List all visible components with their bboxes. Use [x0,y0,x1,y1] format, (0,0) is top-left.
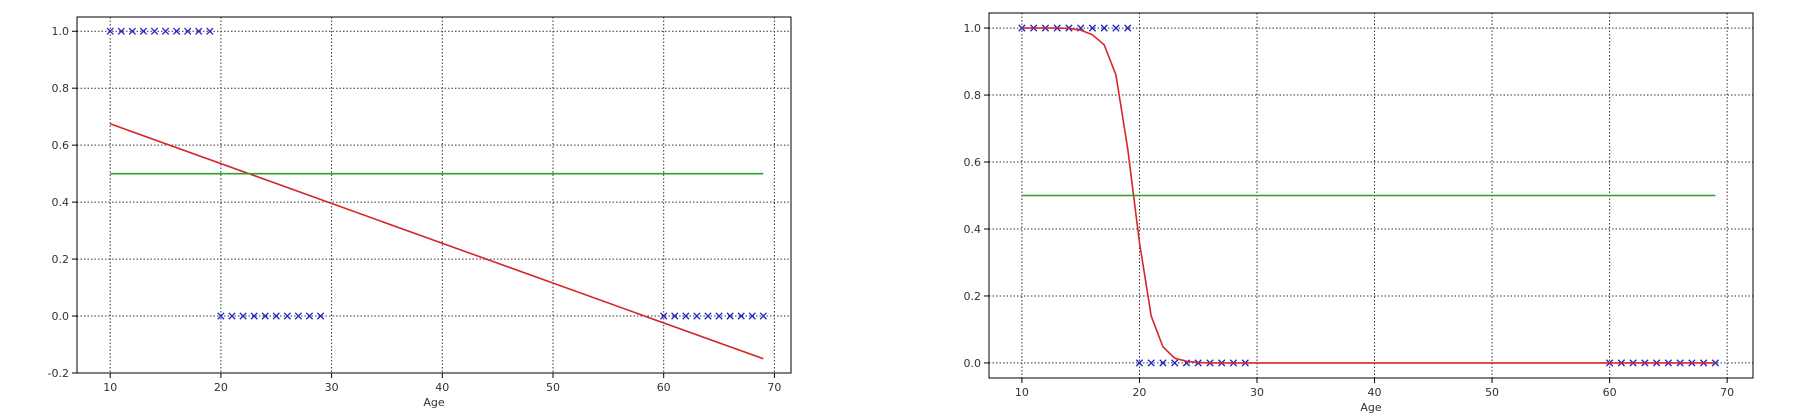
data-point [1171,359,1179,367]
data-point [217,312,225,320]
data-point [184,27,192,35]
data-point [305,312,314,320]
y-tick-label: 0.8 [964,89,982,102]
data-point [671,312,679,320]
data-point [1135,359,1144,367]
x-tick-label: 70 [1720,386,1734,399]
data-point [759,312,767,320]
chart-left: 10 20 30 40 50 60 70 -0.2 0.0 0.2 0.4 0.6 0.8 1.0 Age [48,16,792,409]
fit-curve [1021,27,1716,364]
y-tick-label: -0.2 [48,367,69,380]
x-tick-label: 50 [546,381,560,394]
axes-frame [988,12,1754,379]
data-point [294,312,303,320]
x-axis-label: Age [423,396,445,409]
y-tick-label: 1.0 [964,22,982,35]
y-tick-label: 0.6 [52,139,70,152]
data-point [128,27,137,35]
x-tick-label: 20 [214,381,228,394]
data-point [682,312,690,320]
data-point [139,27,148,35]
x-tick-label: 60 [657,381,671,394]
x-tick-label: 40 [435,381,449,394]
data-point [172,27,181,35]
data-point [704,312,712,320]
data-point [1100,24,1108,32]
data-point [150,27,159,35]
data-point [261,312,269,320]
data-point [316,312,325,320]
data-point [283,312,291,320]
data-point [748,312,756,320]
x-tick-label: 50 [1485,386,1499,399]
y-tick-label: 1.0 [52,25,70,38]
data-point [239,312,247,320]
x-axis-label: Age [1360,401,1382,414]
data-point [1147,359,1155,367]
data-point [106,27,114,35]
data-point [737,312,745,320]
x-tick-label: 30 [325,381,339,394]
data-point [1088,24,1097,32]
data-point [161,27,170,35]
y-tick-label: 0.2 [52,253,70,266]
x-tick-label: 60 [1603,386,1617,399]
data-point [1124,24,1132,32]
x-tick-label: 40 [1368,386,1382,399]
x-tick-label: 10 [103,381,117,394]
y-tick-label: 0.4 [52,196,70,209]
data-point [726,312,734,320]
y-tick-label: 0.0 [964,357,982,370]
data-point [206,27,214,35]
fit-curve [109,123,764,360]
data-point [660,312,668,320]
chart-right: 10 20 30 40 50 60 70 0.0 0.2 0.4 0.6 0.8 1.0 Age [964,12,1754,414]
axes-frame [76,16,792,374]
data-point [228,312,236,320]
data-point [272,312,280,320]
x-tick-label: 20 [1132,386,1146,399]
data-point [693,312,701,320]
x-tick-label: 10 [1015,386,1029,399]
data-point [1159,359,1167,367]
y-tick-label: 0.0 [52,310,70,323]
x-tick-label: 70 [767,381,781,394]
data-point [195,27,203,35]
data-point [715,312,723,320]
y-tick-label: 0.4 [964,223,982,236]
x-tick-label: 30 [1250,386,1264,399]
y-tick-label: 0.2 [964,290,982,303]
data-point [1112,24,1120,32]
data-point [250,312,258,320]
y-tick-label: 0.6 [964,156,982,169]
y-tick-label: 0.8 [52,82,70,95]
data-point [117,27,125,35]
